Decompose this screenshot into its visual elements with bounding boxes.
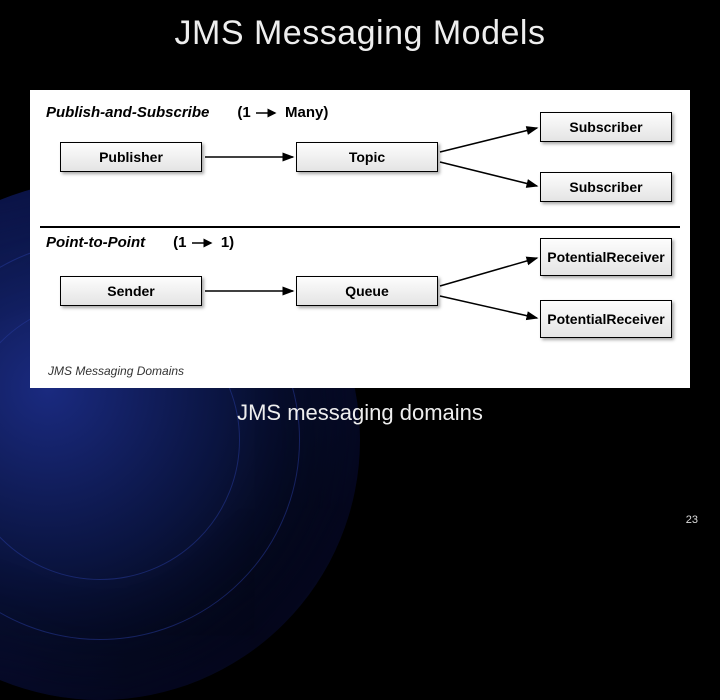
section-label: Publish-and-Subscribe [46,104,209,121]
page-number: 23 [686,514,698,526]
sender-box: Sender [60,276,202,306]
topic-box: Topic [296,142,438,172]
section-relation: (1 Many) [237,104,328,121]
receiver1-box: PotentialReceiver [540,238,672,276]
subscriber2-box: Subscriber [540,172,672,202]
receiver2-box: PotentialReceiver [540,300,672,338]
section-relation: (1 1) [173,234,234,251]
diagram-footer-label: JMS Messaging Domains [48,364,688,378]
slide-title: JMS Messaging Models [0,14,720,53]
section-ptp: Point-to-Point (1 1) Sender Queue PotentialR… [40,226,680,358]
section-header-pubsub: Publish-and-Subscribe (1 Many) [46,104,328,121]
diagram-panel: Publish-and-Subscribe (1 Many) Publisher To… [30,90,690,388]
section-label: Point-to-Point [46,234,145,251]
queue-box: Queue [296,276,438,306]
publisher-box: Publisher [60,142,202,172]
section-pubsub: Publish-and-Subscribe (1 Many) Publisher To… [40,98,680,226]
diagram-caption: JMS messaging domains [0,400,720,426]
subscriber1-box: Subscriber [540,112,672,142]
section-header-ptp: Point-to-Point (1 1) [46,234,234,251]
